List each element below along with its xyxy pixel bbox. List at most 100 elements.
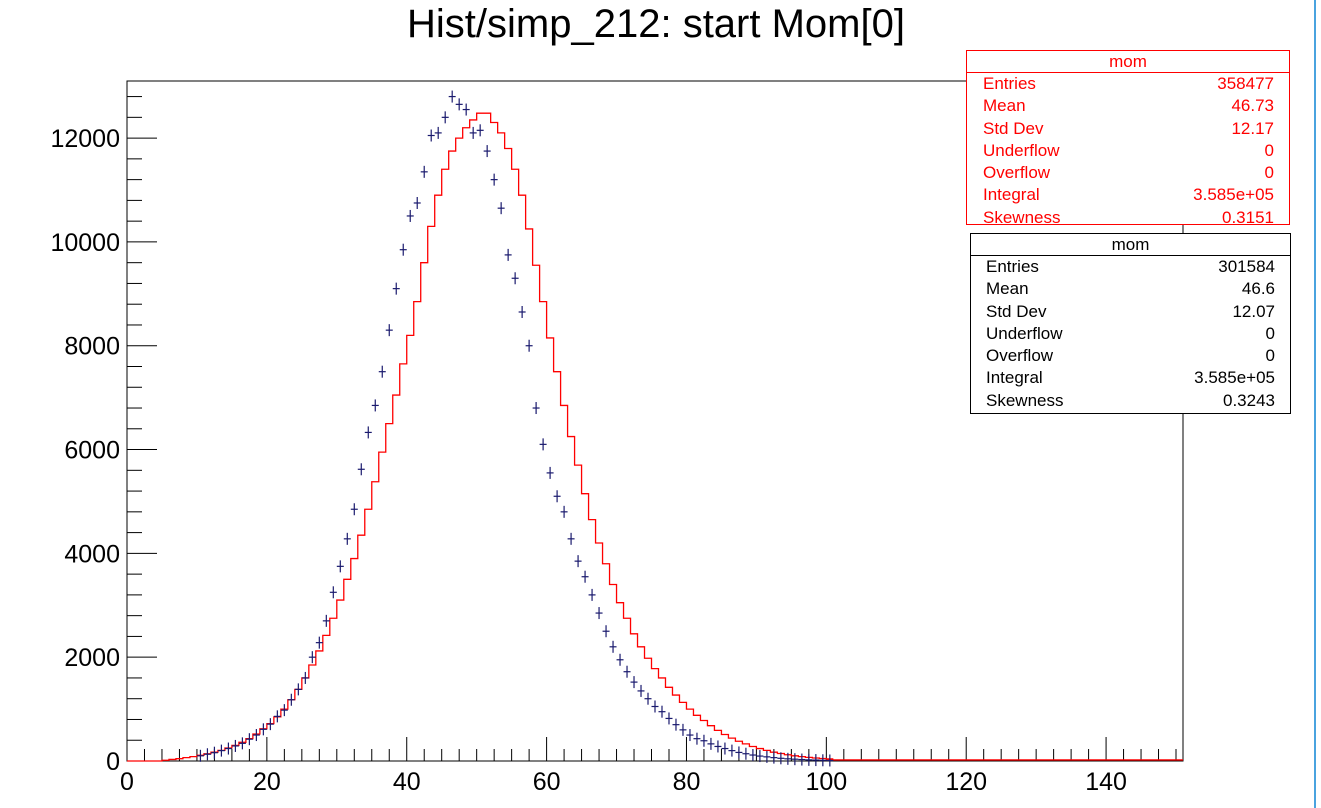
data-point [434,126,442,139]
data-point [322,614,330,627]
data-point [392,282,400,295]
data-point [259,723,267,736]
data-point [693,732,701,745]
data-point [742,747,750,760]
data-point [525,339,533,352]
y-axis: 0 2000 4000 6000 8000 10000 12000 [50,96,157,776]
stats-value: 301584 [1218,257,1275,276]
data-point [763,750,771,763]
data-point [791,753,799,766]
data-point [441,111,449,124]
stats-row-skewness: Skewness 0.3151 [967,207,1289,229]
data-point [728,744,736,757]
stats-value: 0 [1264,163,1274,183]
data-point [483,145,491,158]
stats-row-skewness: Skewness 0.3243 [971,390,1290,412]
data-point [511,272,519,285]
stats-box-simulation: mom Entries 358477 Mean 46.73 Std Dev 12.17… [966,50,1290,227]
data-point [280,704,288,717]
data-point [637,684,645,697]
data-point [658,705,666,718]
plot-frame [126,80,1184,762]
data-point [714,740,722,753]
data-point [700,734,708,747]
data-point [539,438,547,451]
stats-label: Underflow [983,140,1060,160]
y-tick-label: 4000 [64,540,120,568]
stats-row-integral: Integral 3.585e+05 [967,184,1289,206]
data-point [203,748,211,761]
data-point [532,402,540,415]
y-tick-label: 0 [106,748,120,776]
stats-value: 0 [1265,323,1275,343]
stats-row-overflow: Overflow 0 [971,345,1290,367]
data-point [238,737,246,750]
data-point [665,712,673,725]
data-point [623,665,631,678]
stats-label: Integral [983,185,1040,205]
data-point [273,710,281,723]
stats-value: 46.6 [1241,279,1275,299]
stats-value: 3.585e+05 [1194,368,1275,388]
data-point [385,324,393,337]
data-point [672,718,680,731]
data-point [308,651,316,664]
data-point [350,503,358,516]
data-point [574,555,582,568]
data-point [707,737,715,750]
stats-label: Overflow [986,346,1054,366]
data-point [770,751,778,764]
stats-label: Mean [983,96,1026,116]
stats-row-underflow: Underflow 0 [967,140,1289,162]
stats-row-overflow: Overflow 0 [967,162,1289,184]
stats-value: 12.07 [1232,301,1275,321]
stats-label: Std Dev [983,118,1044,138]
stats-row-entries: Entries 301584 [971,256,1290,278]
stats-label: Mean [986,279,1029,299]
x-tick-label: 60 [533,768,561,796]
data-point [217,744,225,757]
data-point [602,625,610,638]
stats-value: 0 [1264,140,1274,160]
data-point [427,129,435,142]
data-point [609,640,617,653]
stats-row-entries: Entries 358477 [967,73,1289,95]
data-point [826,754,834,767]
data-point [245,733,253,746]
data-point [518,305,526,318]
x-tick-label: 120 [945,768,987,796]
x-axis: 0 20 40 60 80 100 120 140 [120,737,1177,796]
data-point [469,126,477,139]
data-point [784,752,792,765]
data-point [294,683,302,696]
data-point [588,588,596,601]
data-point [546,466,554,479]
stats-value: 0.3243 [1223,390,1275,410]
x-tick-label: 80 [673,768,701,796]
x-tick-label: 20 [253,768,281,796]
data-point [266,718,274,731]
chart-title: Hist/simp_212: start Mom[0] [407,2,905,46]
data-point [504,248,512,261]
data-point [490,173,498,186]
data-point [455,98,463,111]
stats-label: Overflow [983,163,1051,183]
stats-row-std-dev: Std Dev 12.17 [967,118,1289,140]
data-point [224,742,232,755]
stats-label: Skewness [986,390,1064,410]
data-point [476,124,484,137]
data-point [448,90,456,103]
stats-value: 0 [1265,346,1275,366]
data-point [378,365,386,378]
data-point [581,570,589,583]
data-point [735,746,743,759]
stats-label: Std Dev [986,301,1047,321]
data-point [777,752,785,765]
data-point [287,693,295,706]
data-point [231,739,239,752]
data-point [721,742,729,755]
stats-value: 12.17 [1231,118,1274,138]
data-point [364,426,372,439]
window-edge [1314,0,1316,808]
data-point [805,753,813,766]
